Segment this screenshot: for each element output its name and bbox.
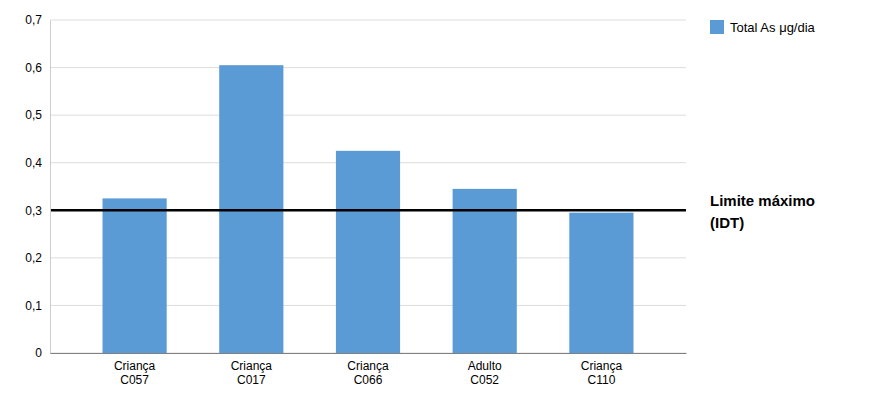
legend-swatch [710, 20, 724, 34]
chart: 00,10,20,30,40,50,60,7CriançaC057Criança… [0, 0, 896, 409]
tick-label-line: C066 [354, 373, 383, 387]
tick-label: 0,1 [25, 299, 42, 313]
bar [103, 198, 167, 353]
tick-label: 0,3 [25, 204, 42, 218]
tick-label: CriançaC017 [231, 359, 273, 387]
tick-label: 0,4 [25, 156, 42, 170]
tick-label-line: Criança [347, 359, 389, 373]
bar [453, 189, 517, 353]
grid-line [50, 115, 686, 116]
x-axis: CriançaC057CriançaC017CriançaC066AdultoC… [51, 353, 687, 387]
bar [336, 151, 400, 353]
legend: Total As μg/dia [710, 20, 816, 35]
tick-label-line: C057 [120, 373, 149, 387]
tick-label: 0 [35, 346, 42, 360]
grid-line [50, 210, 686, 211]
tick-label: CriançaC057 [114, 359, 156, 387]
tick-label: AdultoC052 [468, 359, 502, 387]
annotation-text: Limite máximo [710, 192, 815, 209]
tick: 0,2 [25, 251, 50, 265]
tick: AdultoC052 [468, 353, 502, 387]
tick-label-line: C052 [470, 373, 499, 387]
plot: 00,10,20,30,40,50,60,7CriançaC057Criança… [25, 13, 815, 387]
tick: 0,4 [25, 156, 50, 170]
tick: CriançaC066 [347, 353, 389, 387]
tick: 0 [35, 346, 50, 360]
y-axis: 0 0,1 0,2 0,3 0,4 0,5 0,6 0,7 [25, 13, 50, 360]
tick-label: 0,7 [25, 13, 42, 27]
bar [569, 213, 633, 353]
tick: 0,6 [25, 61, 50, 75]
tick: CriançaC017 [231, 353, 273, 387]
annotation-text: (IDT) [710, 214, 744, 231]
tick: 0,7 [25, 13, 50, 27]
tick-label: 0,6 [25, 61, 42, 75]
tick: CriançaC057 [114, 353, 156, 387]
axis-line [50, 21, 51, 354]
tick-label: 0,5 [25, 108, 42, 122]
tick-label: CriançaC066 [347, 359, 389, 387]
grid-line [50, 67, 686, 68]
tick-label: 0,2 [25, 251, 42, 265]
tick-label: CriançaC110 [581, 359, 623, 387]
tick: 0,3 [25, 204, 50, 218]
tick-label-line: Criança [114, 359, 156, 373]
tick-label-line: Criança [231, 359, 273, 373]
tick-label-line: Adulto [468, 359, 502, 373]
tick-label-line: C017 [237, 373, 266, 387]
grid [50, 20, 686, 353]
tick: CriançaC110 [581, 353, 623, 387]
reference-line [50, 209, 686, 212]
tick-label-line: Criança [581, 359, 623, 373]
annotation: Limite máximo (IDT) [710, 192, 815, 231]
marks [50, 65, 686, 353]
legend-item: Total As μg/dia [710, 20, 816, 35]
tick-label-line: C110 [587, 373, 615, 387]
legend-label: Total As μg/dia [730, 20, 816, 35]
grid-line [50, 20, 686, 21]
tick: 0,1 [25, 299, 50, 313]
tick: 0,5 [25, 108, 50, 122]
axis-line [51, 353, 687, 354]
